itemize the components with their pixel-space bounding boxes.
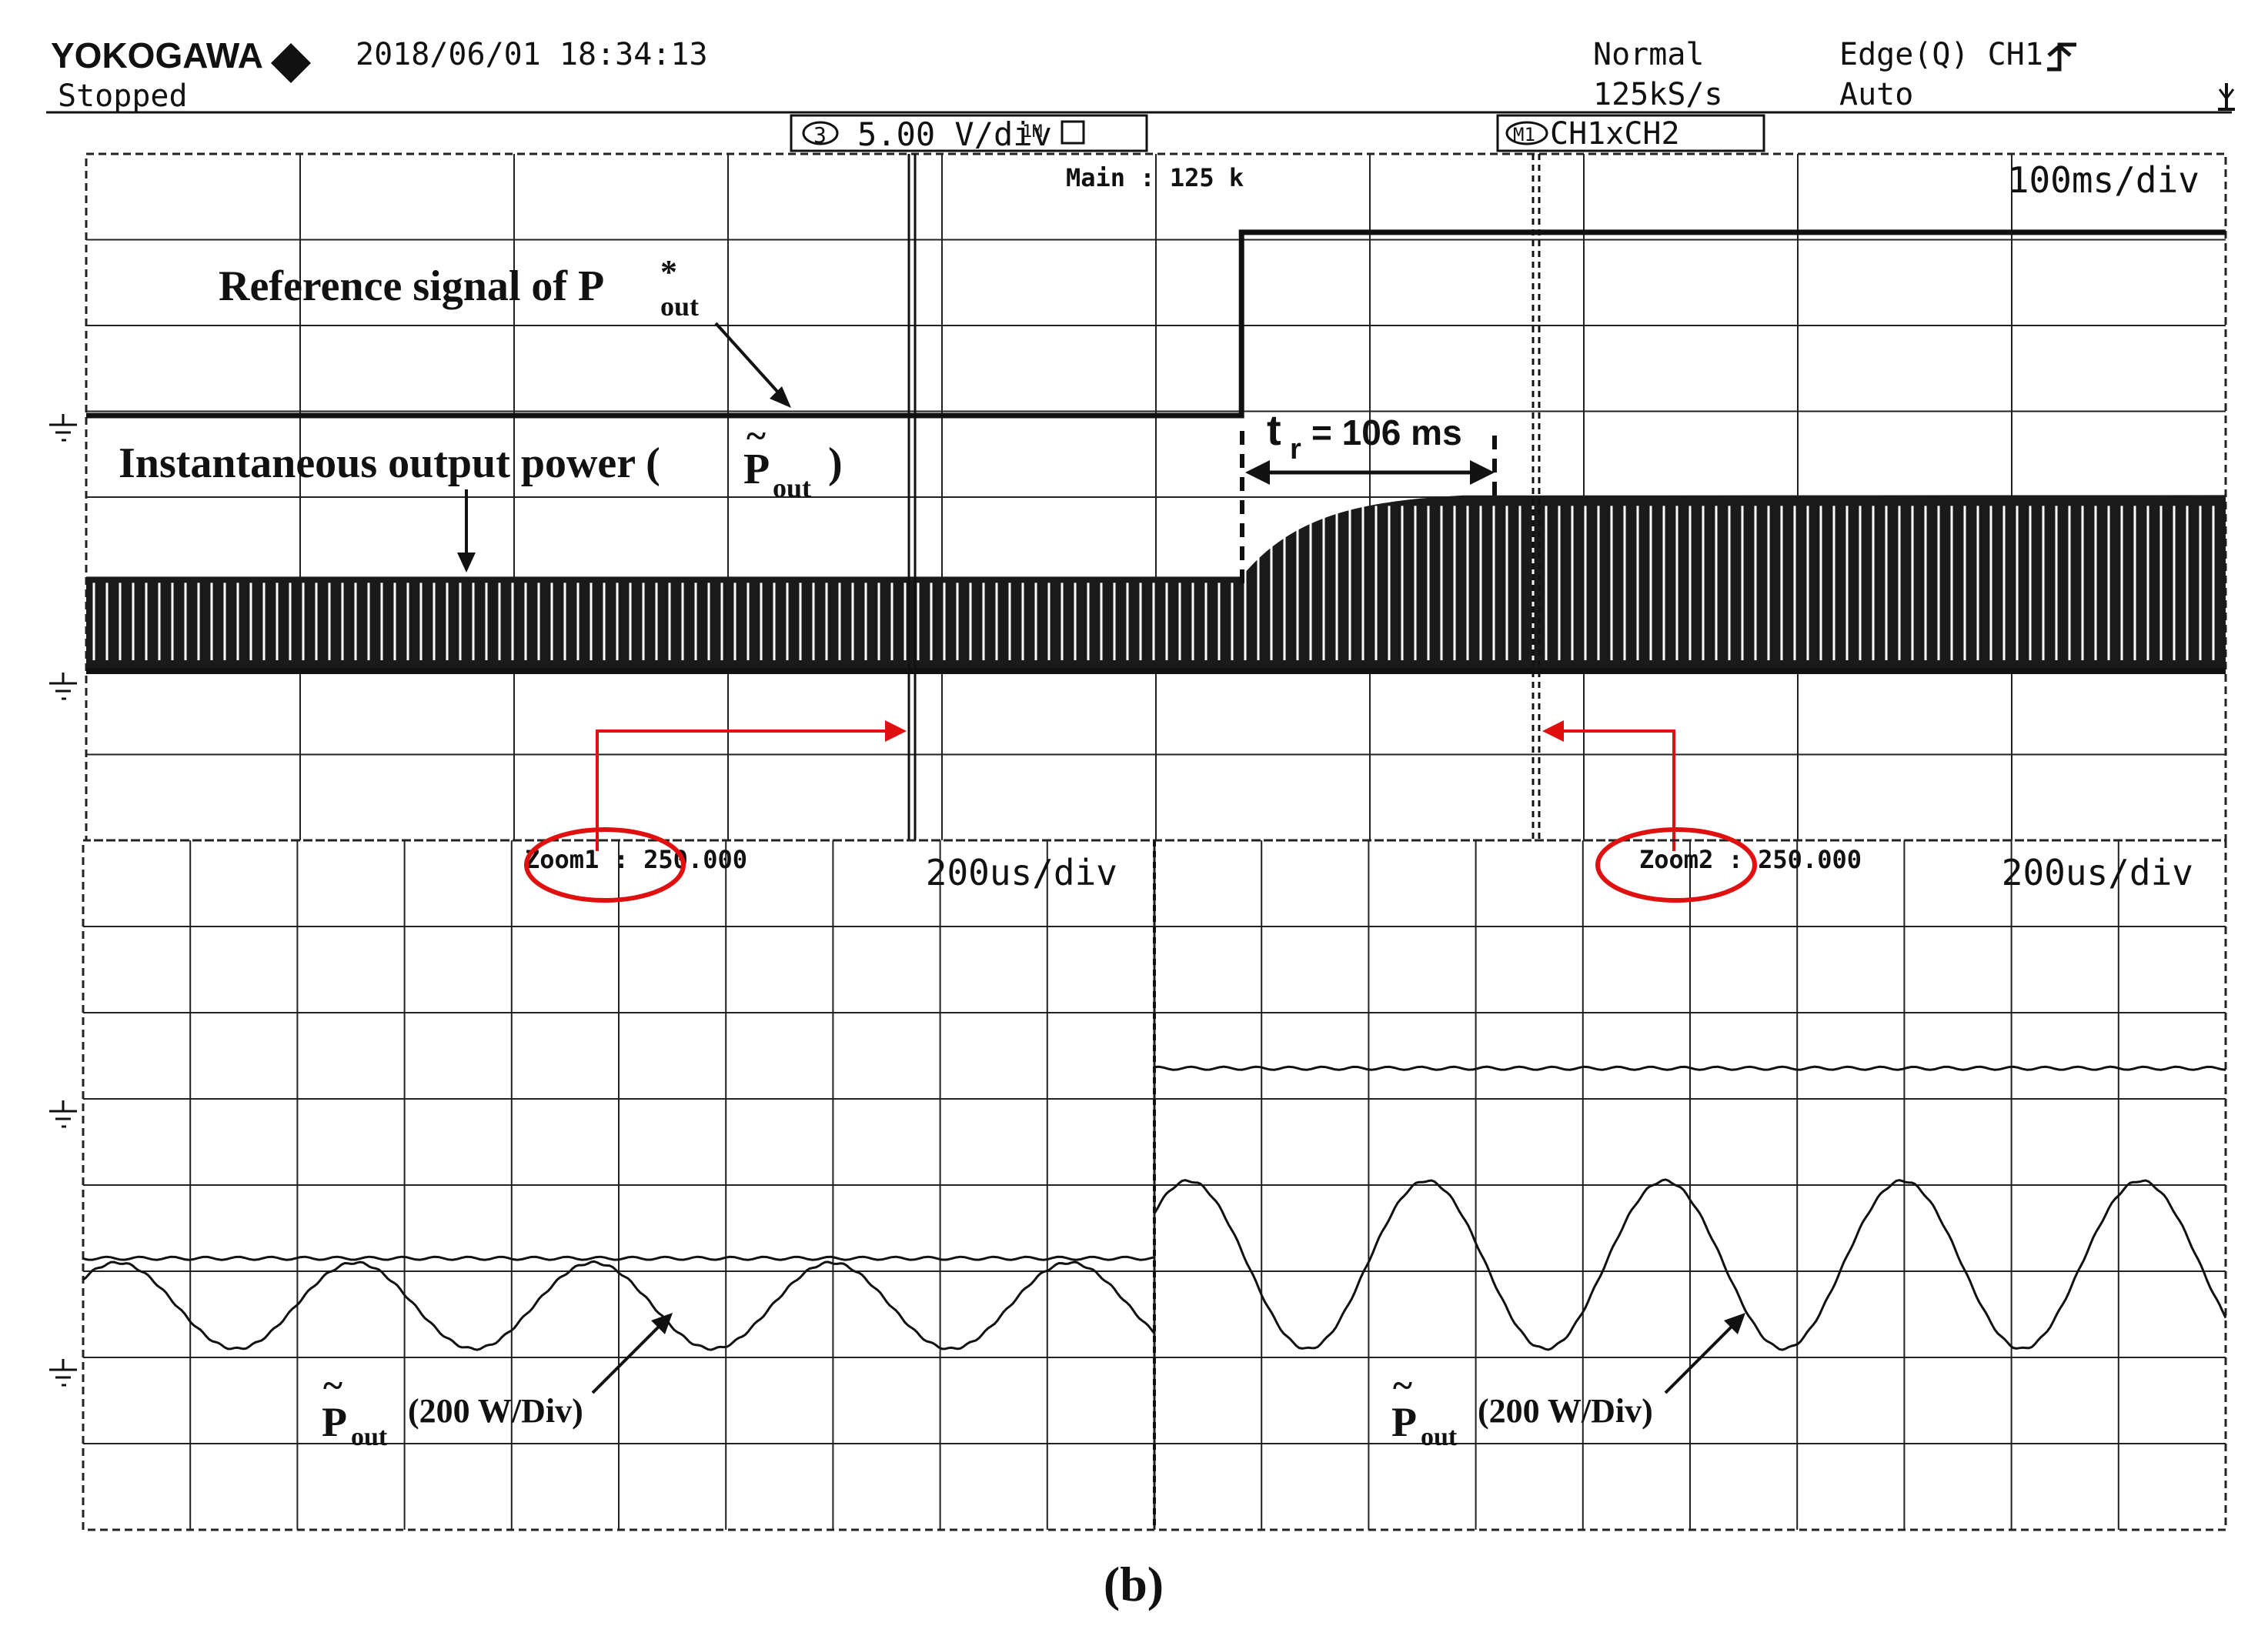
zoom-traces [82,1065,2227,1351]
zoom2-power-subscript: out [1421,1423,1458,1451]
brand-logo: YOKOGAWA [51,35,263,75]
rising-edge-icon [2047,42,2076,72]
zoom1-scale-label: (200 W/Div) [408,1392,583,1430]
ground-marker [49,1359,77,1387]
zoom-power-trace [1153,1178,2227,1351]
instantaneous-power-symbol: P [743,446,770,493]
math-expression: CH1xCH2 [1550,116,1680,152]
math-channel-number: M1 [1513,124,1535,145]
zoom2-scale-label: (200 W/Div) [1478,1392,1653,1430]
ground-marker [49,1100,77,1128]
trigger-position-icon [2218,83,2235,111]
diamond-icon [271,43,311,83]
instantaneous-power-arrow [457,489,476,573]
zoom-reference-trace [82,1255,1155,1261]
math-channel-box [1496,114,1765,152]
zoom-reference-trace [1153,1065,2226,1071]
reference-arrow [714,322,791,408]
rise-time-value: = 106 ms [1311,412,1462,452]
main-traces [86,229,2226,674]
acquisition-mode: Normal [1593,37,1705,72]
zoom2-annotation-arrow [1664,1313,1745,1394]
channel-number: 3 [813,122,827,148]
rise-time-symbol: t [1267,406,1281,454]
zoom1-link-arrow [596,720,907,851]
zoom1-power-symbol: P [322,1399,347,1445]
math-badge [1505,121,1548,145]
reference-signal-subscript: out [660,291,699,322]
zoom2-timebase: 200us/div [2002,852,2193,893]
instantaneous-power-subscript: out [773,472,811,503]
zoom-power-trace [82,1260,1156,1351]
main-record-label: Main : 125 k [1066,163,1244,192]
instantaneous-power-label: Instantaneous output power ( [119,439,660,487]
timestamp: 2018/06/01 18:34:13 [356,37,708,72]
tilde-mark: ~ [323,1365,342,1406]
rise-time-subscript: r [1290,433,1301,466]
channel-scale: 5.00 V/div [857,115,1052,153]
rise-time-marker [1240,431,1497,586]
trigger-mode: Auto [1839,77,1913,112]
ground-marker [49,673,77,700]
zoom1-highlight [524,827,686,903]
reference-signal-label: Reference signal of P [219,262,604,310]
tilde-mark: ~ [1393,1365,1412,1406]
zoom1-timebase: 200us/div [926,852,1117,893]
reference-signal-superscript: * [660,253,677,291]
main-timebase: 100ms/div [2008,159,2200,201]
impedance-label: 1M [1022,122,1043,142]
zoom2-label: Zoom2 : 250.000 [1639,845,1862,874]
channel-scale-box [790,114,1148,152]
ground-marker [49,414,77,442]
zoom1-annotation-arrow [591,1313,673,1394]
channel-badge [802,121,839,145]
zoom2-power-symbol: P [1391,1399,1417,1445]
sample-rate: 125kS/s [1593,77,1723,112]
reference-signal-trace [86,229,2226,419]
instantaneous-power-close: ) [828,439,843,487]
zoom2-highlight [1595,827,1757,903]
zoom1-power-subscript: out [351,1423,388,1451]
zoom-graticule [82,839,2227,1531]
zoom1-label: Zoom1 : 250.000 [525,845,747,874]
trigger-type: Edge(Q) CH1 [1839,37,2043,72]
zoom2-link-arrow [1542,720,1675,851]
bandwidth-icon [1061,120,1085,145]
figure-caption: (b) [1104,1557,1164,1611]
run-state: Stopped [58,78,188,114]
tilde-mark: ~ [747,416,766,456]
